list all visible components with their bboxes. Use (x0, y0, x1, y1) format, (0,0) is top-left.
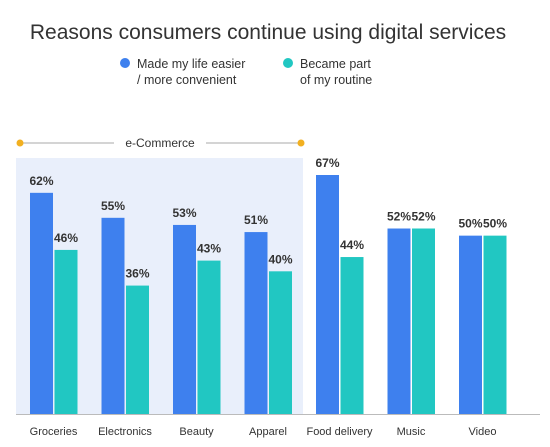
value-label-food-delivery-series2: 44% (340, 238, 364, 252)
bracket-dot-left (16, 139, 24, 147)
value-label-beauty-series2: 43% (197, 242, 221, 256)
bar-food-delivery-series1 (316, 175, 339, 414)
legend-label-2: Became part (300, 57, 371, 71)
bar-beauty-series1 (173, 224, 196, 414)
value-label-apparel-series2: 40% (268, 252, 292, 266)
value-label-groceries-series2: 46% (54, 231, 78, 245)
bar-music-series2 (412, 228, 435, 414)
tick-label-music: Music (397, 426, 426, 438)
bar-electronics-series2 (126, 285, 149, 414)
bar-apparel-series1 (244, 232, 268, 414)
tick-label-apparel: Apparel (249, 426, 287, 438)
value-label-video-series2: 50% (483, 217, 507, 231)
bars-group (30, 175, 507, 414)
legend-label-2: of my routine (300, 73, 372, 87)
e-commerce-label: e-Commerce (125, 136, 195, 150)
bar-video-series2 (483, 235, 507, 414)
value-label-music-series1: 52% (387, 210, 411, 224)
tick-label-electronics: Electronics (98, 426, 152, 438)
bracket-dot-right (297, 139, 305, 147)
bar-groceries-series2 (54, 249, 78, 414)
tick-label-groceries: Groceries (30, 426, 78, 438)
value-label-food-delivery-series1: 67% (315, 156, 339, 170)
bar-apparel-series2 (269, 271, 292, 414)
value-label-music-series2: 52% (411, 210, 435, 224)
legend-marker-1 (120, 58, 130, 68)
value-label-electronics-series2: 36% (125, 267, 149, 281)
bar-food-delivery-series2 (340, 257, 364, 414)
data-labels-group: 62% 55% 53% 51% 67% 52% 50% 46% 36% 43% 40% 44% 52% 5… (29, 156, 507, 281)
legend: Made my life easier / more convenient Beca… (120, 57, 372, 87)
bar-music-series1 (387, 228, 411, 414)
bar-beauty-series2 (197, 260, 221, 414)
x-axis-ticks: Groceries Electronics Beauty Apparel Food de… (16, 414, 540, 438)
value-label-beauty-series1: 53% (172, 206, 196, 220)
legend-marker-2 (283, 58, 293, 68)
legend-label-1: Made my life easier (137, 57, 245, 71)
bar-electronics-series1 (101, 217, 125, 414)
bar-groceries-series1 (30, 192, 53, 414)
chart-title: Reasons consumers continue using digital… (30, 21, 506, 44)
value-label-apparel-series1: 51% (244, 213, 268, 227)
tick-label-food-delivery: Food delivery (306, 426, 373, 438)
tick-label-video: Video (469, 426, 497, 438)
value-label-electronics-series1: 55% (101, 199, 125, 213)
tick-label-beauty: Beauty (179, 426, 214, 438)
legend-label-1: / more convenient (137, 73, 237, 87)
value-label-video-series1: 50% (458, 217, 482, 231)
value-label-groceries-series1: 62% (29, 174, 53, 188)
bar-video-series1 (459, 235, 482, 414)
